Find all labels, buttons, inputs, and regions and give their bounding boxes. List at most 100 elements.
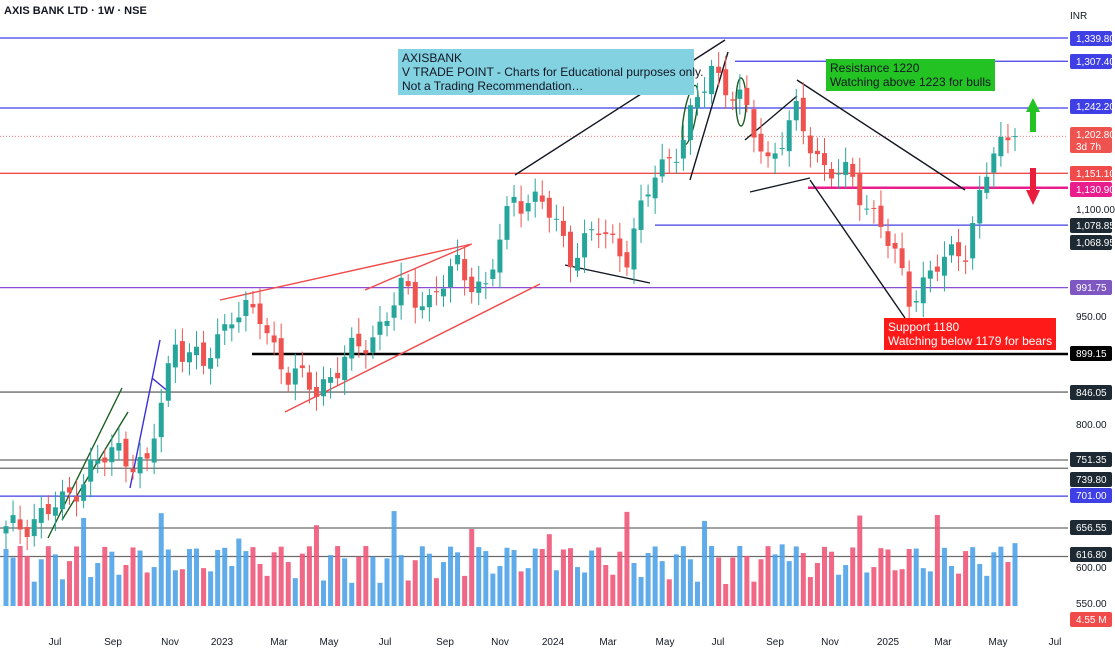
x-tick-label: May xyxy=(989,637,1008,648)
volume-bar xyxy=(991,552,997,606)
volume-bar xyxy=(377,582,383,606)
volume-bar xyxy=(151,567,157,606)
candle-body xyxy=(433,291,439,293)
price-label: 1,242.20 xyxy=(1076,102,1115,113)
price-label-bg xyxy=(1070,127,1112,153)
volume-bar xyxy=(363,546,369,606)
candle-body xyxy=(638,200,644,230)
candle-body xyxy=(737,89,743,99)
candle-body xyxy=(998,136,1004,157)
volume-bar xyxy=(673,554,679,606)
volume-bar xyxy=(95,563,101,606)
candle-body xyxy=(786,120,792,152)
volume-bar xyxy=(313,525,319,606)
up-arrow-icon xyxy=(1026,98,1040,132)
candle-body xyxy=(31,519,37,537)
candle-body xyxy=(257,303,263,324)
volume-bar xyxy=(405,580,411,606)
volume-bar xyxy=(144,572,150,606)
volume-bar xyxy=(426,553,432,606)
volume-bar xyxy=(737,546,743,606)
horizontal-levels xyxy=(0,37,1068,558)
trendline xyxy=(749,177,811,193)
volume-bar xyxy=(582,572,588,606)
x-tick-label: Nov xyxy=(821,637,839,648)
volume-bar xyxy=(744,555,750,606)
volume-bar xyxy=(871,567,877,606)
volume-bar xyxy=(278,546,284,606)
volume-bar xyxy=(617,551,623,606)
x-tick-label: Mar xyxy=(270,637,288,648)
x-tick-label: Jul xyxy=(712,637,725,648)
candle-body xyxy=(511,196,517,203)
candle-body xyxy=(462,259,468,281)
price-label: 751.35 xyxy=(1076,455,1107,466)
trendline xyxy=(61,411,129,521)
candle-body xyxy=(1005,137,1011,141)
volume-bar xyxy=(81,517,87,606)
candle-body xyxy=(165,363,171,401)
candle-body xyxy=(278,338,284,370)
x-tick-label: May xyxy=(320,637,339,648)
volume-bar xyxy=(448,546,454,606)
x-tick-label: Sep xyxy=(436,637,454,648)
volume-bars xyxy=(3,511,1018,606)
candle-body xyxy=(137,457,143,474)
price-label: 1,068.95 xyxy=(1076,238,1115,249)
volume-bar xyxy=(589,550,595,606)
volume-bar xyxy=(836,574,842,606)
price-label: 1,078.85 xyxy=(1076,221,1115,232)
volume-bar xyxy=(222,547,228,606)
volume-bar xyxy=(476,547,482,606)
candle-body xyxy=(130,468,136,473)
trendline xyxy=(284,283,541,413)
candle-body xyxy=(687,105,693,141)
price-label: 4.55 M xyxy=(1076,615,1107,626)
candle-body xyxy=(285,372,291,385)
volume-bar xyxy=(829,551,835,606)
trendline xyxy=(219,243,473,301)
volume-bar xyxy=(793,546,799,606)
volume-bar xyxy=(927,571,933,606)
candle-body xyxy=(109,447,115,463)
candle-body xyxy=(991,153,997,173)
price-label-bg xyxy=(1070,452,1112,467)
volume-bar xyxy=(575,567,581,606)
price-label-bg xyxy=(1070,99,1112,114)
volume-bar xyxy=(17,546,23,606)
candle-body xyxy=(17,519,23,530)
candle-body xyxy=(560,220,566,236)
candle-body xyxy=(963,260,969,262)
trendline xyxy=(129,339,161,489)
candle-body xyxy=(222,324,228,331)
volume-bar xyxy=(116,574,122,606)
candle-body xyxy=(821,153,827,166)
candle-body xyxy=(941,256,947,276)
volume-bar xyxy=(306,546,312,606)
volume-bar xyxy=(342,558,348,606)
candle-body xyxy=(469,276,475,293)
volume-bar xyxy=(716,557,722,606)
candle-body xyxy=(412,281,418,308)
candle-body xyxy=(74,496,80,502)
volume-bar xyxy=(186,549,192,606)
candle-body xyxy=(659,159,665,177)
candle-body xyxy=(483,283,489,285)
candle-body xyxy=(596,233,602,236)
volume-bar xyxy=(67,561,73,606)
volume-bar xyxy=(123,564,129,606)
price-label: 1,100.00 xyxy=(1076,205,1115,216)
price-label: 600.00 xyxy=(1076,563,1107,574)
volume-bar xyxy=(208,571,214,606)
volume-bar xyxy=(215,549,221,606)
volume-bar xyxy=(843,564,849,606)
candle-body xyxy=(370,337,376,353)
volume-bar xyxy=(398,555,404,606)
support-line: Support 1180 xyxy=(888,320,960,334)
candle-body xyxy=(864,208,870,210)
edu-line: Not a Trading Recommendation… xyxy=(402,79,584,93)
volume-bar xyxy=(511,549,517,606)
candle-body xyxy=(871,207,877,209)
candle-body xyxy=(419,306,425,311)
